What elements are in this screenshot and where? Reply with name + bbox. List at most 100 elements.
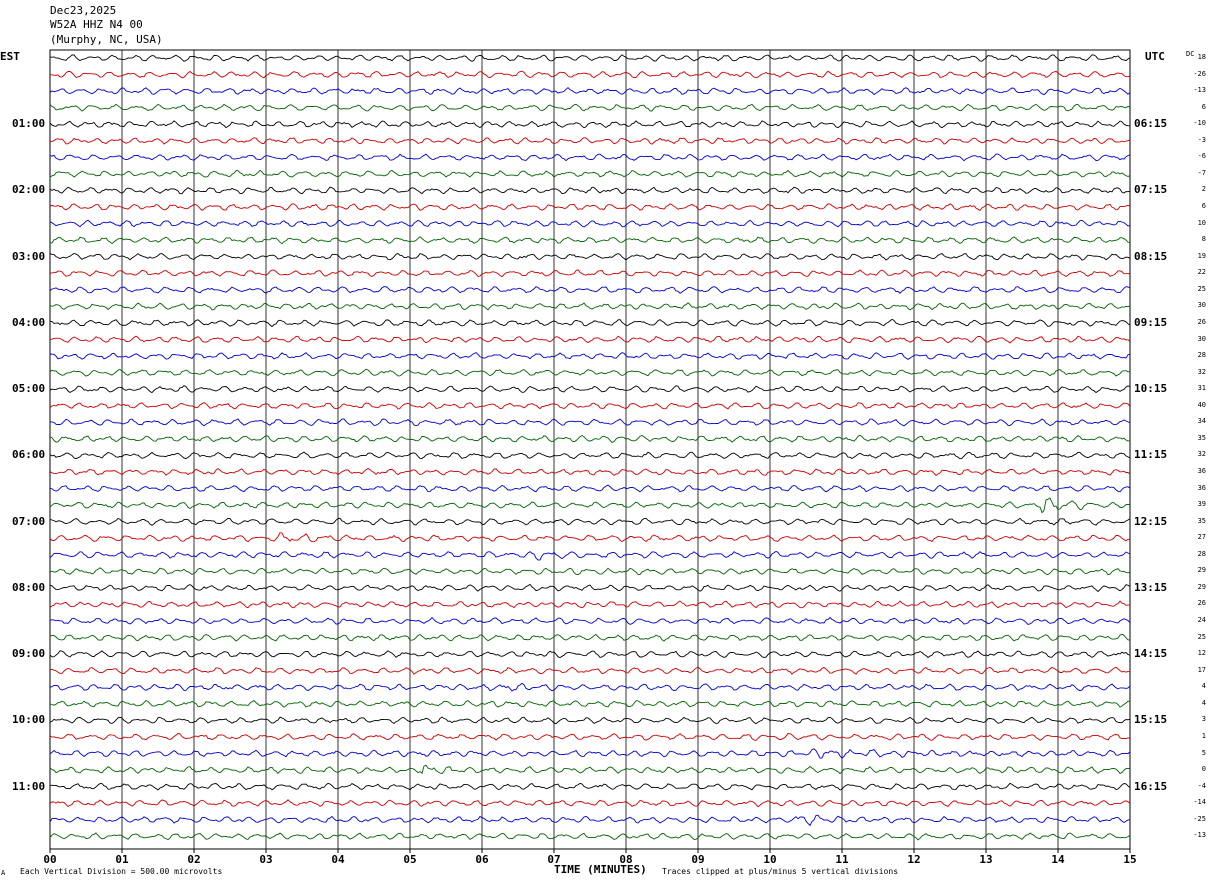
dc-offset-value: 1	[1201, 731, 1206, 740]
trace-row-40	[49, 716, 1131, 725]
dc-offset-value: 34	[1197, 417, 1206, 426]
x-tick-label: 03	[259, 853, 273, 866]
trace-row-12	[49, 252, 1131, 261]
trace-row-16	[49, 318, 1131, 328]
trace-row-20	[49, 385, 1131, 394]
trace-row-19	[49, 368, 1131, 377]
dc-offset-value: 31	[1197, 384, 1206, 393]
hour-label-right: 15:15	[1134, 713, 1168, 727]
dc-offset-value: 28	[1197, 351, 1206, 360]
dc-offset-value: 29	[1197, 582, 1206, 591]
timezone-right-label: UTC	[1145, 50, 1165, 63]
dc-offset-value: -26	[1193, 69, 1206, 78]
x-tick-label: 01	[115, 853, 129, 866]
dc-offset-value: 35	[1197, 516, 1206, 525]
x-tick-label: 06	[475, 853, 489, 866]
dc-offset-value: 30	[1197, 301, 1206, 310]
x-tick-label: 15	[1123, 853, 1137, 866]
trace-row-17	[49, 335, 1131, 344]
trace-row-14	[49, 286, 1131, 294]
dc-offset-value: 30	[1197, 334, 1206, 343]
trace-row-22	[49, 418, 1131, 427]
dc-offset-value: -25	[1193, 814, 1206, 823]
x-tick-label: 02	[187, 853, 201, 866]
timezone-left-label: EST	[0, 50, 20, 63]
x-tick-label: 14	[1051, 853, 1065, 866]
trace-row-47	[49, 832, 1131, 841]
trace-row-5	[50, 137, 1131, 145]
trace-row-21	[49, 401, 1131, 410]
dc-offset-value: 40	[1197, 400, 1206, 409]
hour-label-left: 01:00	[12, 117, 46, 131]
hour-label-right: 12:15	[1134, 514, 1168, 528]
trace-row-24	[49, 451, 1131, 460]
trace-row-28	[49, 517, 1131, 526]
dc-offset-value: 8	[1201, 235, 1206, 244]
dc-offset-value: 6	[1201, 202, 1206, 211]
dc-offset-value: -13	[1193, 86, 1206, 95]
dc-offset-value: 0	[1201, 765, 1206, 774]
clipping-note: Traces clipped at plus/minus 5 vertical …	[662, 867, 899, 876]
hour-label-right: 09:15	[1134, 315, 1168, 329]
trace-row-45	[49, 799, 1131, 808]
trace-row-11	[49, 236, 1131, 245]
trace-row-42	[49, 748, 1131, 759]
hour-label-left: 08:00	[12, 580, 46, 594]
trace-row-1	[50, 70, 1131, 79]
x-tick-label: 12	[907, 853, 921, 866]
vertical-division-note: Each Vertical Division = 500.00 microvol…	[20, 867, 223, 876]
dc-offset-value: -13	[1193, 831, 1206, 840]
hour-label-left: 03:00	[12, 249, 46, 263]
dc-offset-value: 6	[1201, 102, 1206, 111]
station-location: (Murphy, NC, USA)	[50, 33, 163, 46]
hour-label-right: 07:15	[1134, 183, 1168, 197]
dc-offset-value: 26	[1197, 317, 1206, 326]
dc-offset-value: 2	[1201, 185, 1206, 194]
dc-offset-value: 32	[1197, 450, 1206, 459]
trace-row-29	[49, 532, 1131, 543]
dc-offset-value: 36	[1197, 483, 1206, 492]
dc-offset-value: 36	[1197, 467, 1206, 475]
x-tick-label: 04	[331, 853, 345, 866]
trace-row-27	[49, 497, 1131, 514]
dc-offset-value: -3	[1197, 135, 1206, 144]
dc-offset-value: 25	[1197, 284, 1206, 293]
x-tick-label: 10	[763, 853, 777, 866]
dc-offset-value: 4	[1201, 698, 1206, 707]
dc-offset-value: 32	[1197, 367, 1206, 376]
x-tick-label: 07	[547, 853, 561, 866]
trace-row-39	[49, 699, 1131, 708]
hour-label-right: 14:15	[1134, 647, 1168, 661]
dc-offset-value: 17	[1197, 665, 1206, 674]
hour-label-left: 10:00	[12, 713, 46, 727]
trace-row-13	[49, 269, 1131, 278]
trace-row-38	[49, 682, 1131, 692]
trace-row-46	[49, 814, 1131, 827]
dc-offset-value: -6	[1197, 152, 1206, 161]
dc-offset-value: 18	[1197, 53, 1206, 61]
dc-offset-value: 24	[1197, 616, 1206, 625]
dc-offset-value: -10	[1193, 119, 1206, 128]
dc-offset-value: 39	[1197, 500, 1206, 509]
station-code: W52A HHZ N4 00	[50, 18, 143, 31]
trace-row-32	[49, 583, 1131, 593]
trace-row-0	[49, 54, 1131, 62]
trace-row-3	[49, 103, 1131, 112]
trace-row-18	[49, 352, 1131, 360]
x-axis-label: TIME (MINUTES)	[554, 863, 647, 876]
plot-grid	[49, 49, 1131, 853]
trace-row-10	[49, 219, 1131, 228]
hour-label-left: 02:00	[12, 183, 46, 197]
dc-offset-value: 27	[1197, 533, 1206, 542]
x-tick-label: 11	[835, 853, 849, 866]
hour-label-left: 11:00	[12, 779, 46, 793]
x-tick-label: 00	[43, 853, 57, 866]
dc-offset-value: 35	[1197, 433, 1206, 442]
trace-row-41	[49, 732, 1131, 741]
seismic-traces	[49, 54, 1131, 841]
dc-offset-value: 4	[1201, 682, 1206, 691]
dc-offset-value: 29	[1197, 566, 1206, 575]
hour-label-right: 08:15	[1134, 249, 1168, 263]
dc-offset-value: 26	[1197, 599, 1206, 608]
